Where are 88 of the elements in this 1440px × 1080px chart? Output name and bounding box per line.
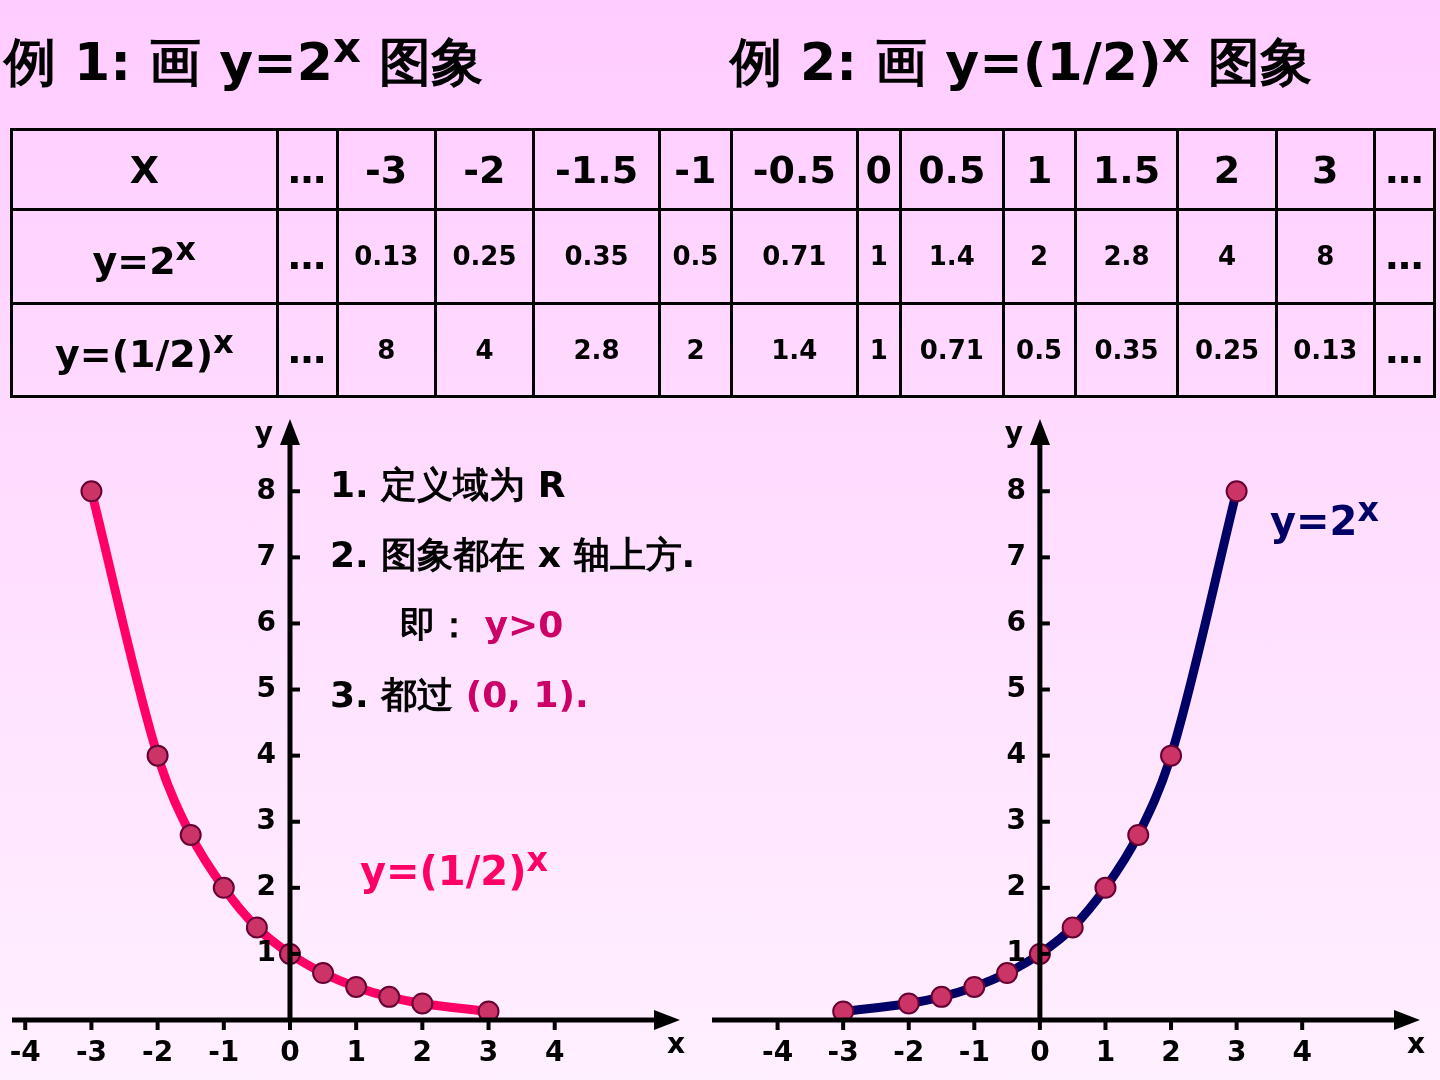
text: 0.35: [533, 209, 660, 304]
y-axis-title: y: [254, 416, 274, 450]
x-tick-label: -3: [75, 1035, 107, 1069]
text: 3: [1276, 129, 1375, 210]
x-tick-label: -1: [958, 1035, 990, 1069]
x-tick-label: 4: [544, 1035, 565, 1069]
text: …: [1374, 129, 1435, 210]
y-tick-label: 5: [256, 670, 276, 704]
x-tick-label: 3: [1226, 1035, 1247, 1069]
text: 0.71: [731, 209, 858, 304]
text: 1: [857, 303, 901, 397]
text: 1.4: [900, 209, 1004, 304]
text: y=2$^{x}$: [11, 209, 278, 304]
y-tick-label: 6: [1006, 604, 1026, 638]
x-tick-label: 2: [1161, 1035, 1181, 1069]
x-tick-label: 0: [280, 1035, 300, 1069]
text: 0.25: [1177, 303, 1277, 397]
y-tick-label: 4: [1006, 736, 1026, 770]
x-tick-label: 3: [478, 1035, 499, 1069]
text: -1.5: [533, 129, 660, 210]
text: 例 1: 画 y=2$^{x}$ 图象: [4, 22, 483, 95]
text: 0.13: [337, 209, 436, 304]
text: -2: [435, 129, 534, 210]
text: y=(1/2)$^{x}$: [11, 303, 278, 397]
annotation: 2. 图象都在 x 轴上方.: [330, 534, 696, 575]
text: …: [277, 209, 338, 304]
x-tick-label: 4: [1292, 1035, 1312, 1069]
text: -0.5: [731, 129, 858, 210]
x-tick-label: -1: [208, 1035, 240, 1069]
annotation: 即：: [400, 604, 472, 645]
text: 8: [337, 303, 436, 397]
annotation: 3. 都过: [330, 674, 454, 715]
text: 4: [435, 303, 534, 397]
y-tick-label: 8: [1006, 472, 1026, 506]
text: 1: [857, 209, 901, 304]
text: 8: [1276, 209, 1375, 304]
x-axis-title: x: [1406, 1027, 1426, 1061]
text: -3: [337, 129, 436, 210]
y-tick-label: 1: [1006, 935, 1026, 969]
y-tick-label: 6: [256, 604, 276, 638]
y-tick-label: 2: [256, 869, 276, 903]
y-tick-label: 3: [256, 803, 276, 837]
y-tick-label: 7: [1006, 538, 1026, 572]
y-axis-title: y: [1004, 416, 1024, 450]
annotation: y>0: [484, 604, 564, 645]
text: -1: [659, 129, 732, 210]
text: X: [11, 129, 278, 210]
text: 2.8: [533, 303, 660, 397]
annotation: (0, 1).: [465, 674, 589, 715]
text: 0.13: [1276, 303, 1375, 397]
y-tick-label: 3: [1006, 803, 1026, 837]
text: …: [277, 303, 338, 397]
x-tick-label: 1: [346, 1035, 366, 1069]
y-tick-label: 5: [1006, 670, 1026, 704]
x-tick-label: 2: [412, 1035, 433, 1069]
text: 0: [857, 129, 901, 210]
y-tick-label: 1: [256, 935, 276, 969]
text: 0.5: [900, 129, 1004, 210]
x-tick-label: -3: [827, 1035, 859, 1069]
text: 4: [1177, 209, 1277, 304]
x-tick-label: -4: [9, 1035, 41, 1069]
y-tick-label: 8: [256, 472, 276, 506]
text: …: [1374, 303, 1435, 397]
y-tick-label: 4: [256, 736, 276, 770]
text: 例 2: 画 y=(1/2)$^{x}$ 图象: [730, 22, 1312, 95]
text: 0.71: [900, 303, 1004, 397]
text: 0.25: [435, 209, 534, 304]
series-label: y=(1/2)$^{x}$: [360, 840, 548, 895]
x-tick-label: -2: [142, 1035, 174, 1069]
text: 2: [659, 303, 732, 397]
y-tick-label: 7: [256, 538, 276, 572]
x-axis-title: x: [666, 1027, 686, 1061]
x-tick-label: 1: [1095, 1035, 1116, 1069]
text: …: [277, 129, 338, 210]
text: 1.4: [731, 303, 858, 397]
annotation: 1. 定义域为 R: [330, 464, 566, 505]
text: 0.5: [659, 209, 732, 304]
series-label: y=2$^{x}$: [1270, 490, 1379, 545]
text: 2.8: [1075, 209, 1178, 304]
text: 2: [1177, 129, 1277, 210]
x-tick-label: -4: [762, 1035, 794, 1069]
x-tick-label: 0: [1030, 1035, 1050, 1069]
y-tick-label: 2: [1006, 869, 1026, 903]
text: 0.5: [1003, 303, 1076, 397]
text: 1.5: [1075, 129, 1178, 210]
x-tick-label: -2: [893, 1035, 925, 1069]
text: …: [1374, 209, 1435, 304]
text: 0.35: [1075, 303, 1178, 397]
